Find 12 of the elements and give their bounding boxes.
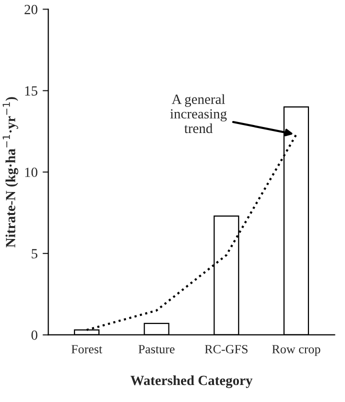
x-tick-label: Forest bbox=[71, 345, 102, 354]
y-tick-label: 20 bbox=[24, 4, 38, 14]
annotation: A general increasing trend bbox=[170, 94, 227, 134]
y-tick-label: 15 bbox=[25, 86, 38, 96]
y-tick-label: 0 bbox=[31, 330, 38, 340]
x-tick-label: Row crop bbox=[272, 345, 320, 356]
x-tick-label: RC-GFS bbox=[204, 344, 248, 354]
y-tick-label: 5 bbox=[32, 249, 38, 258]
x-axis-title: Watershed Category bbox=[130, 375, 252, 388]
y-axis-title: Nitrate-N (kg·ha$^{−1}$·yr$^{−1}$) bbox=[2, 97, 18, 248]
x-tick-label: Pasture bbox=[138, 345, 175, 354]
y-tick-label: 10 bbox=[25, 168, 38, 178]
